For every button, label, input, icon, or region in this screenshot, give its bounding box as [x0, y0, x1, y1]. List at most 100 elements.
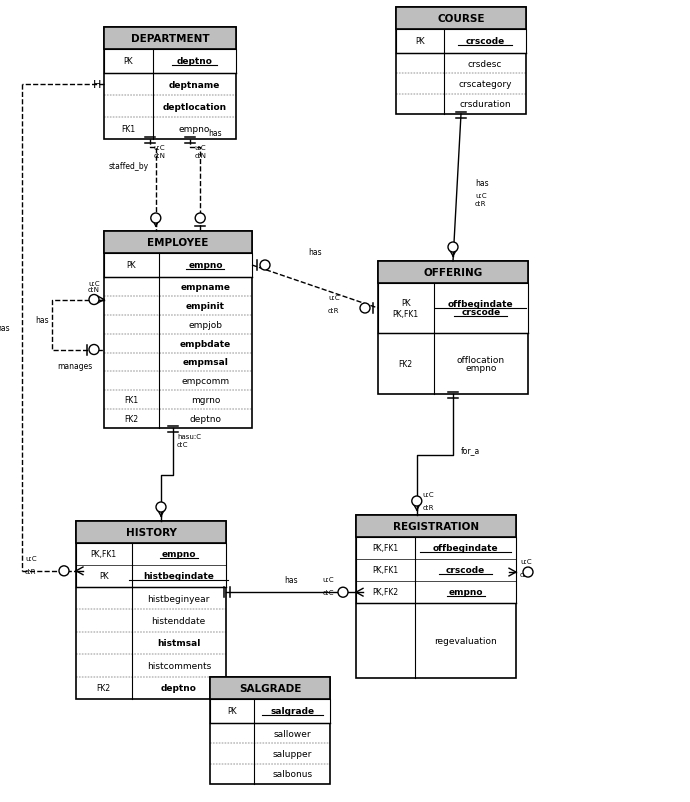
Text: has: has: [208, 129, 221, 138]
Text: HISTORY: HISTORY: [126, 528, 177, 537]
Text: empno: empno: [465, 363, 496, 373]
Text: has: has: [308, 248, 322, 257]
Circle shape: [151, 214, 161, 224]
Bar: [396, 8, 526, 115]
Text: empinit: empinit: [186, 302, 225, 310]
Text: crscode: crscode: [446, 565, 485, 575]
Text: has: has: [284, 576, 298, 585]
Text: u:C: u:C: [153, 145, 165, 151]
Text: histmsal: histmsal: [157, 638, 200, 648]
Bar: [104, 253, 252, 277]
Text: COURSE: COURSE: [437, 14, 485, 24]
Text: d:N: d:N: [195, 153, 207, 159]
Text: FK2: FK2: [124, 415, 139, 423]
Circle shape: [89, 295, 99, 305]
Text: crscode: crscode: [466, 38, 504, 47]
Text: PK,FK1: PK,FK1: [373, 544, 399, 553]
Circle shape: [59, 566, 69, 576]
Text: d:R: d:R: [475, 200, 486, 206]
Text: empno: empno: [161, 550, 196, 559]
Text: deptno: deptno: [177, 58, 213, 67]
Text: has: has: [475, 179, 489, 188]
Text: d:R: d:R: [423, 504, 434, 510]
Circle shape: [448, 243, 458, 253]
Text: H: H: [92, 80, 101, 90]
Text: PK
PK,FK1: PK PK,FK1: [393, 299, 419, 318]
Circle shape: [156, 502, 166, 512]
Text: PK: PK: [99, 572, 108, 581]
Text: empmsal: empmsal: [182, 358, 228, 367]
Bar: [378, 261, 528, 395]
Circle shape: [260, 261, 270, 270]
Text: empno: empno: [188, 261, 223, 270]
Text: deptname: deptname: [169, 80, 220, 89]
Text: PK: PK: [126, 261, 136, 270]
Text: DEPARTMENT: DEPARTMENT: [130, 34, 209, 44]
Bar: [356, 516, 516, 537]
Text: histenddate: histenddate: [152, 616, 206, 626]
Circle shape: [412, 496, 422, 506]
Text: u:C: u:C: [88, 280, 100, 286]
Text: empno: empno: [179, 124, 210, 133]
Text: u:C: u:C: [25, 555, 37, 561]
Text: deptno: deptno: [189, 415, 221, 423]
Text: d:R: d:R: [25, 568, 37, 574]
Text: FK1: FK1: [124, 395, 139, 405]
Text: salupper: salupper: [273, 749, 312, 758]
Text: SALGRADE: SALGRADE: [239, 683, 302, 693]
Text: FK2: FK2: [97, 683, 111, 692]
Bar: [378, 284, 528, 334]
Text: PK: PK: [415, 38, 425, 47]
Bar: [104, 232, 252, 253]
Text: u:C: u:C: [322, 577, 334, 582]
Text: empjob: empjob: [188, 320, 222, 330]
Bar: [210, 677, 330, 784]
Text: has: has: [0, 323, 10, 333]
Text: hasu:C: hasu:C: [177, 433, 201, 439]
Circle shape: [523, 567, 533, 577]
Circle shape: [195, 214, 205, 224]
Text: PK,FK2: PK,FK2: [373, 588, 399, 597]
Bar: [356, 516, 516, 678]
Text: d:C: d:C: [322, 589, 334, 595]
Text: deptno: deptno: [161, 683, 197, 692]
Bar: [76, 521, 226, 699]
Text: salbonus: salbonus: [272, 769, 313, 779]
Bar: [104, 232, 252, 428]
Bar: [76, 521, 226, 543]
Text: d:C: d:C: [177, 441, 188, 448]
Text: histbeginyear: histbeginyear: [148, 594, 210, 603]
Circle shape: [360, 304, 370, 314]
Bar: [76, 543, 226, 587]
Text: empbdate: empbdate: [180, 339, 231, 348]
Text: offbegindate: offbegindate: [448, 300, 513, 309]
Bar: [210, 677, 330, 699]
Text: OFFERING: OFFERING: [424, 268, 482, 277]
Text: salgrade: salgrade: [270, 707, 314, 715]
Bar: [378, 261, 528, 284]
Text: regevaluation: regevaluation: [434, 636, 497, 645]
Bar: [210, 699, 330, 723]
Bar: [104, 28, 236, 50]
Bar: [356, 537, 516, 603]
Text: crscategory: crscategory: [458, 80, 512, 89]
Bar: [104, 28, 236, 140]
Text: u:C: u:C: [328, 294, 339, 301]
Circle shape: [338, 588, 348, 597]
Text: u:C: u:C: [520, 558, 531, 565]
Text: REGISTRATION: REGISTRATION: [393, 521, 479, 532]
Text: EMPLOYEE: EMPLOYEE: [147, 237, 208, 248]
Text: u:C: u:C: [475, 193, 486, 199]
Bar: [104, 50, 236, 74]
Text: empcomm: empcomm: [181, 377, 230, 386]
Text: u:C: u:C: [423, 492, 435, 497]
Text: d:R: d:R: [328, 308, 339, 314]
Text: histcomments: histcomments: [146, 661, 211, 670]
Text: FK1: FK1: [121, 124, 135, 133]
Text: FK2: FK2: [399, 359, 413, 369]
Bar: [396, 30, 526, 54]
Text: has: has: [35, 316, 49, 325]
Text: PK,FK1: PK,FK1: [90, 550, 117, 559]
Text: crsdesc: crsdesc: [468, 59, 502, 69]
Text: crsduration: crsduration: [460, 100, 511, 109]
